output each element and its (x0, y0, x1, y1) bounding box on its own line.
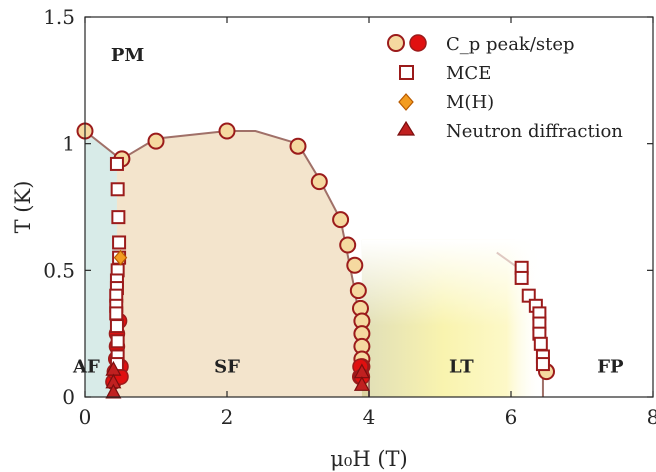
cp-point (310, 173, 328, 191)
legend-cp-red-circle-icon (409, 34, 427, 52)
mce-point (533, 336, 548, 351)
cp-point (346, 256, 364, 274)
region-label-af: AF (72, 357, 100, 378)
mce-point (109, 306, 124, 321)
legend-label-mce: MCE (446, 63, 491, 84)
legend-entry-neutron: Neutron diffraction (396, 120, 623, 142)
y-tick-label: 0 (62, 385, 75, 409)
mce-point (109, 319, 124, 334)
legend-mh-diamond-icon (398, 93, 414, 111)
legend-label-mh: M(H) (446, 92, 494, 113)
cp-point (218, 122, 236, 140)
mce-point (109, 156, 124, 171)
x-axis-label: μ₀H (T) (330, 447, 407, 471)
region-labels: PM AF SF LT FP (72, 45, 624, 378)
cp-point (289, 137, 307, 155)
mce-point (514, 270, 529, 285)
legend-label-cp: C_p peak/step (446, 34, 575, 55)
neutron-point (353, 376, 370, 391)
mce-point (535, 357, 550, 372)
cp-point (147, 132, 165, 150)
region-label-sf: SF (214, 357, 240, 378)
legend-cp-circle-icon (387, 34, 405, 52)
y-tick-label: 1.5 (43, 5, 75, 29)
plot-background (85, 131, 543, 397)
legend: C_p peak/step MCE M(H) Neutron diffracti… (387, 34, 623, 142)
sf-region-fill (85, 131, 369, 397)
cp-point (349, 282, 367, 300)
mce-point (521, 288, 536, 303)
mce-point (111, 210, 126, 225)
af-region-fill (85, 131, 117, 397)
y-axis-label: T (K) (11, 181, 35, 234)
region-label-lt: LT (449, 357, 474, 378)
legend-neutron-triangle-icon (396, 120, 416, 136)
y-tick-label: 0.5 (43, 258, 75, 282)
legend-mce-square-icon (399, 65, 414, 80)
legend-entry-mce: MCE (399, 63, 491, 84)
legend-label-neutron: Neutron diffraction (446, 121, 623, 142)
mce-point (110, 334, 125, 349)
legend-entry-cp: C_p peak/step (387, 34, 575, 55)
legend-entry-mh: M(H) (398, 92, 494, 113)
x-tick-label: 4 (363, 405, 376, 429)
region-label-pm: PM (111, 45, 145, 66)
y-tick-label: 1 (62, 132, 75, 156)
mce-point (110, 182, 125, 197)
region-label-fp: FP (597, 357, 624, 378)
x-tick-label: 8 (647, 405, 656, 429)
mce-point (112, 235, 127, 250)
x-tick-label: 6 (505, 405, 518, 429)
x-tick-label: 2 (221, 405, 234, 429)
mh-point (113, 249, 128, 266)
lt-region-fade (361, 239, 543, 327)
neutron-point (105, 383, 122, 399)
cp-point (332, 211, 350, 229)
cp-point (339, 236, 357, 254)
axes: 0 2 4 6 8 0 0.5 1 1.5 μ₀H (T) T (K) (11, 5, 656, 471)
x-tick-label: 0 (79, 405, 92, 429)
